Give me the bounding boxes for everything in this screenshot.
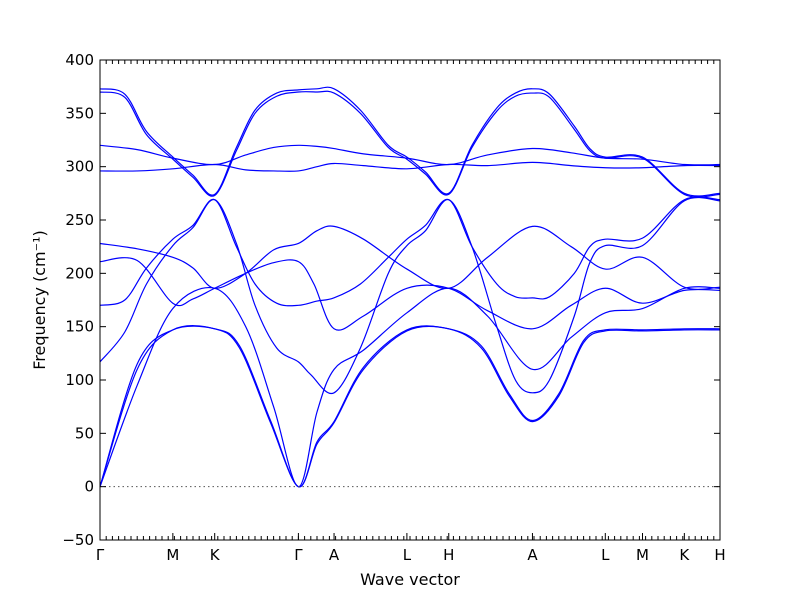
band-series-group [99, 86, 721, 488]
x-tick-label: H [443, 546, 454, 564]
y-axis-ticks: −50 0 50 100 150 200 250 300 350 400 [62, 51, 720, 549]
y-tick-label: 150 [65, 318, 94, 336]
band-line-10 [99, 90, 721, 198]
x-tick-label: K [210, 546, 221, 564]
x-tick-label: L [601, 546, 610, 564]
band-line-7 [99, 225, 721, 290]
x-tick-label: A [527, 546, 538, 564]
y-tick-label: 0 [84, 478, 94, 496]
y-tick-label: 250 [65, 211, 94, 229]
y-tick-label: 200 [65, 264, 94, 282]
x-tick-label: Γ [294, 546, 303, 564]
x-tick-label: H [714, 546, 725, 564]
y-tick-label: 400 [65, 51, 94, 69]
x-tick-label: M [636, 546, 649, 564]
x-tick-label: A [329, 546, 340, 564]
y-axis-label: Frequency (cm⁻¹) [30, 230, 49, 369]
band-line-11 [99, 86, 721, 197]
y-tick-label: 350 [65, 104, 94, 122]
y-tick-label: 100 [65, 371, 94, 389]
y-tick-label: 300 [65, 158, 94, 176]
x-tick-label: M [166, 546, 179, 564]
band-line-6 [99, 257, 721, 331]
band-line-3 [99, 286, 721, 488]
band-line-4 [99, 196, 721, 395]
y-tick-label: 50 [75, 424, 94, 442]
x-tick-label: Γ [96, 546, 105, 564]
x-tick-label: K [679, 546, 690, 564]
band-line-1 [99, 325, 721, 488]
plot-frame [99, 59, 721, 541]
band-line-8 [99, 161, 721, 172]
y-tick-label: −50 [62, 531, 94, 549]
band-line-2 [99, 325, 721, 488]
band-line-5 [99, 196, 721, 307]
x-tick-label: L [403, 546, 412, 564]
x-axis-label: Wave vector [360, 570, 460, 589]
